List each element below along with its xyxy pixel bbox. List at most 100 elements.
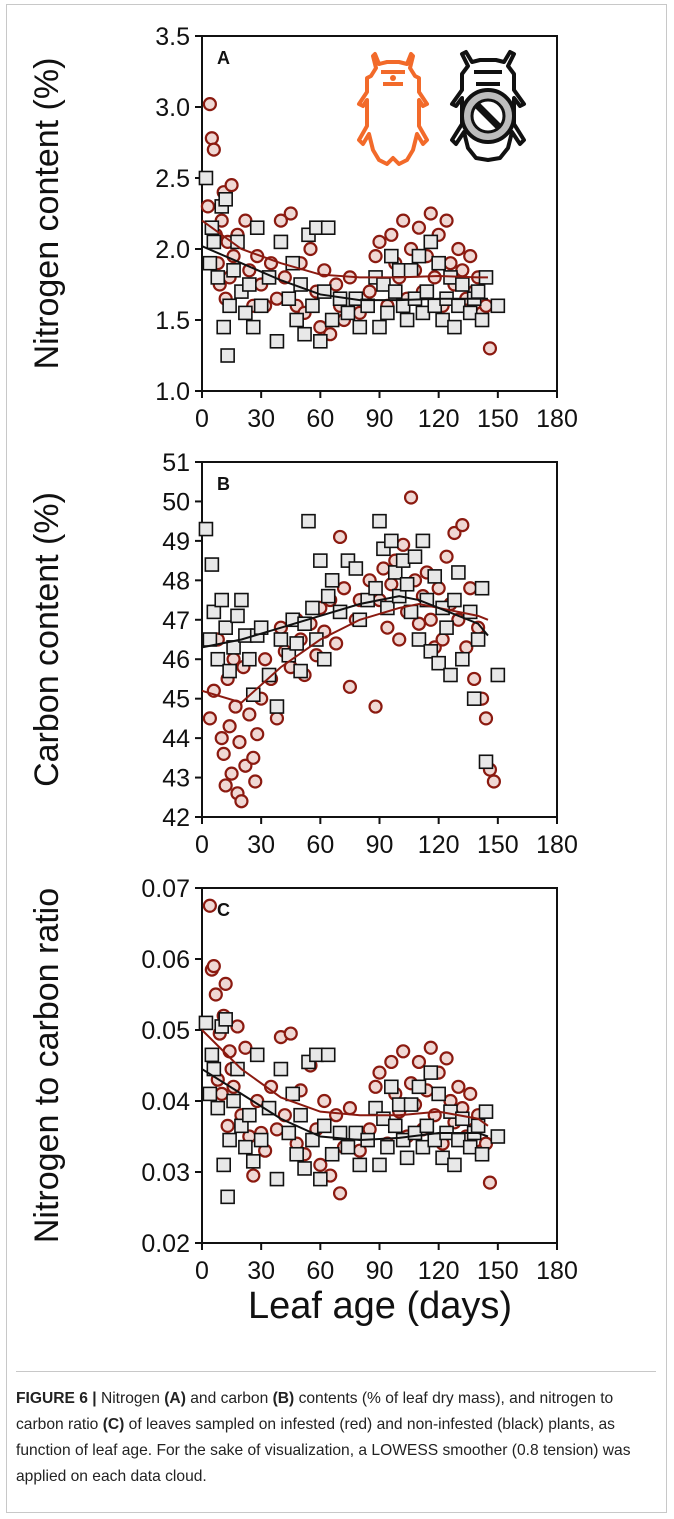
infested-point — [482, 1175, 498, 1190]
infested-point — [218, 778, 233, 793]
non-infested-point — [399, 312, 415, 328]
non-infested-point — [281, 291, 297, 307]
infested-point — [372, 1065, 387, 1080]
x-tick-label: 60 — [306, 1257, 334, 1285]
non-infested-point — [340, 1139, 356, 1155]
infested-point — [269, 1122, 285, 1137]
infested-point — [439, 213, 454, 228]
infested-point — [376, 561, 391, 576]
non-infested-point — [230, 1061, 245, 1077]
non-infested-point — [384, 533, 399, 549]
non-infested-point — [352, 319, 368, 335]
x-tick-label: 30 — [247, 1257, 275, 1285]
x-tick-label: 180 — [536, 405, 578, 433]
non-infested-point — [443, 667, 458, 683]
non-infested-point — [324, 312, 340, 328]
non-infested-point — [198, 521, 214, 537]
infested-point — [455, 518, 470, 533]
non-infested-point — [419, 1118, 435, 1134]
infested-point — [368, 699, 383, 714]
infested-lowess-line — [201, 602, 489, 704]
non-infested-point — [220, 1189, 235, 1205]
non-infested-point — [297, 1161, 312, 1176]
non-infested-point — [289, 636, 304, 651]
infested-point — [332, 1186, 348, 1201]
non-infested-point — [204, 557, 220, 572]
non-infested-point — [474, 1146, 490, 1162]
y-tick-label: 3.5 — [155, 23, 190, 51]
y-tick-label: 49 — [162, 528, 190, 556]
non-infested-point — [372, 1157, 387, 1173]
y-tick-label: 42 — [162, 804, 190, 832]
infested-point — [443, 256, 458, 271]
infested-point — [451, 241, 466, 257]
non-infested-point — [289, 312, 304, 328]
infested-point — [411, 220, 427, 235]
infested-point — [250, 727, 265, 742]
y-tick-label: 44 — [162, 725, 190, 753]
non-infested-point — [305, 298, 320, 314]
non-infested-point — [269, 1171, 285, 1187]
caption-panel-b-ref: (B) — [272, 1390, 295, 1407]
infested-point — [478, 298, 494, 313]
caption-text-3: contents (% of leaf dry mass), and nitro… — [16, 1390, 614, 1433]
infested-point — [439, 1051, 454, 1066]
infested-point — [200, 199, 216, 214]
caption-text-2: and carbon — [185, 1390, 273, 1407]
infested-point — [362, 284, 377, 299]
y-tick-label: 2.5 — [155, 165, 190, 193]
non-infested-point — [234, 592, 249, 608]
non-infested-point — [253, 298, 269, 314]
x-tick-label: 120 — [418, 405, 460, 433]
x-tick-label: 150 — [477, 831, 519, 859]
infested-point — [467, 671, 482, 687]
non-infested-point — [218, 192, 233, 207]
x-tick-label: 90 — [366, 405, 394, 433]
infested-point — [392, 632, 407, 647]
non-infested-point — [407, 549, 423, 564]
infested-point — [222, 719, 237, 734]
infested-point — [218, 976, 233, 991]
infested-point — [232, 734, 247, 750]
non-infested-point — [455, 277, 470, 292]
non-infested-point — [411, 1079, 427, 1095]
infested-point — [214, 1086, 229, 1102]
infested-point — [216, 746, 231, 761]
infested-point — [455, 263, 470, 278]
non-infested-point — [470, 632, 486, 647]
non-infested-point — [431, 655, 446, 671]
non-infested-point — [305, 600, 320, 616]
infested-point — [384, 1054, 399, 1070]
infested-point — [208, 987, 223, 1002]
infested-point — [220, 1118, 235, 1133]
infested-point — [202, 711, 217, 726]
non-infested-point — [352, 1157, 368, 1173]
non-infested-point — [222, 663, 237, 679]
infested-point — [222, 1044, 237, 1059]
non-infested-point — [226, 1093, 241, 1109]
infested-point — [246, 750, 261, 765]
y-axis-label: Nitrogen to carbon ratio — [28, 888, 66, 1243]
infested-point — [396, 1044, 411, 1059]
infested-point — [283, 206, 298, 221]
infested-point — [269, 711, 285, 726]
y-axis-label: Carbon content (%) — [28, 492, 66, 787]
non-infested-point — [249, 220, 265, 235]
non-infested-point — [245, 1154, 261, 1169]
y-tick-label: 0.06 — [141, 946, 190, 974]
infested-point — [238, 213, 253, 228]
non-infested-point — [313, 1171, 328, 1187]
non-infested-point — [399, 1150, 415, 1166]
non-infested-point — [411, 632, 427, 647]
infested-point — [384, 227, 399, 242]
non-infested-point — [273, 234, 289, 250]
infested-point — [463, 1086, 478, 1102]
x-tick-label: 180 — [536, 831, 578, 859]
non-infested-point — [427, 569, 443, 584]
panel-a: 1.0 1.5 2.0 2.5 3.0 3.5 0 30 60 90 120 150 180 A Nitro… — [28, 23, 578, 433]
x-tick-label: 120 — [418, 831, 460, 859]
non-infested-point — [198, 1015, 214, 1031]
infested-point — [224, 766, 239, 781]
infested-point — [224, 178, 239, 193]
non-infested-point — [309, 632, 324, 647]
